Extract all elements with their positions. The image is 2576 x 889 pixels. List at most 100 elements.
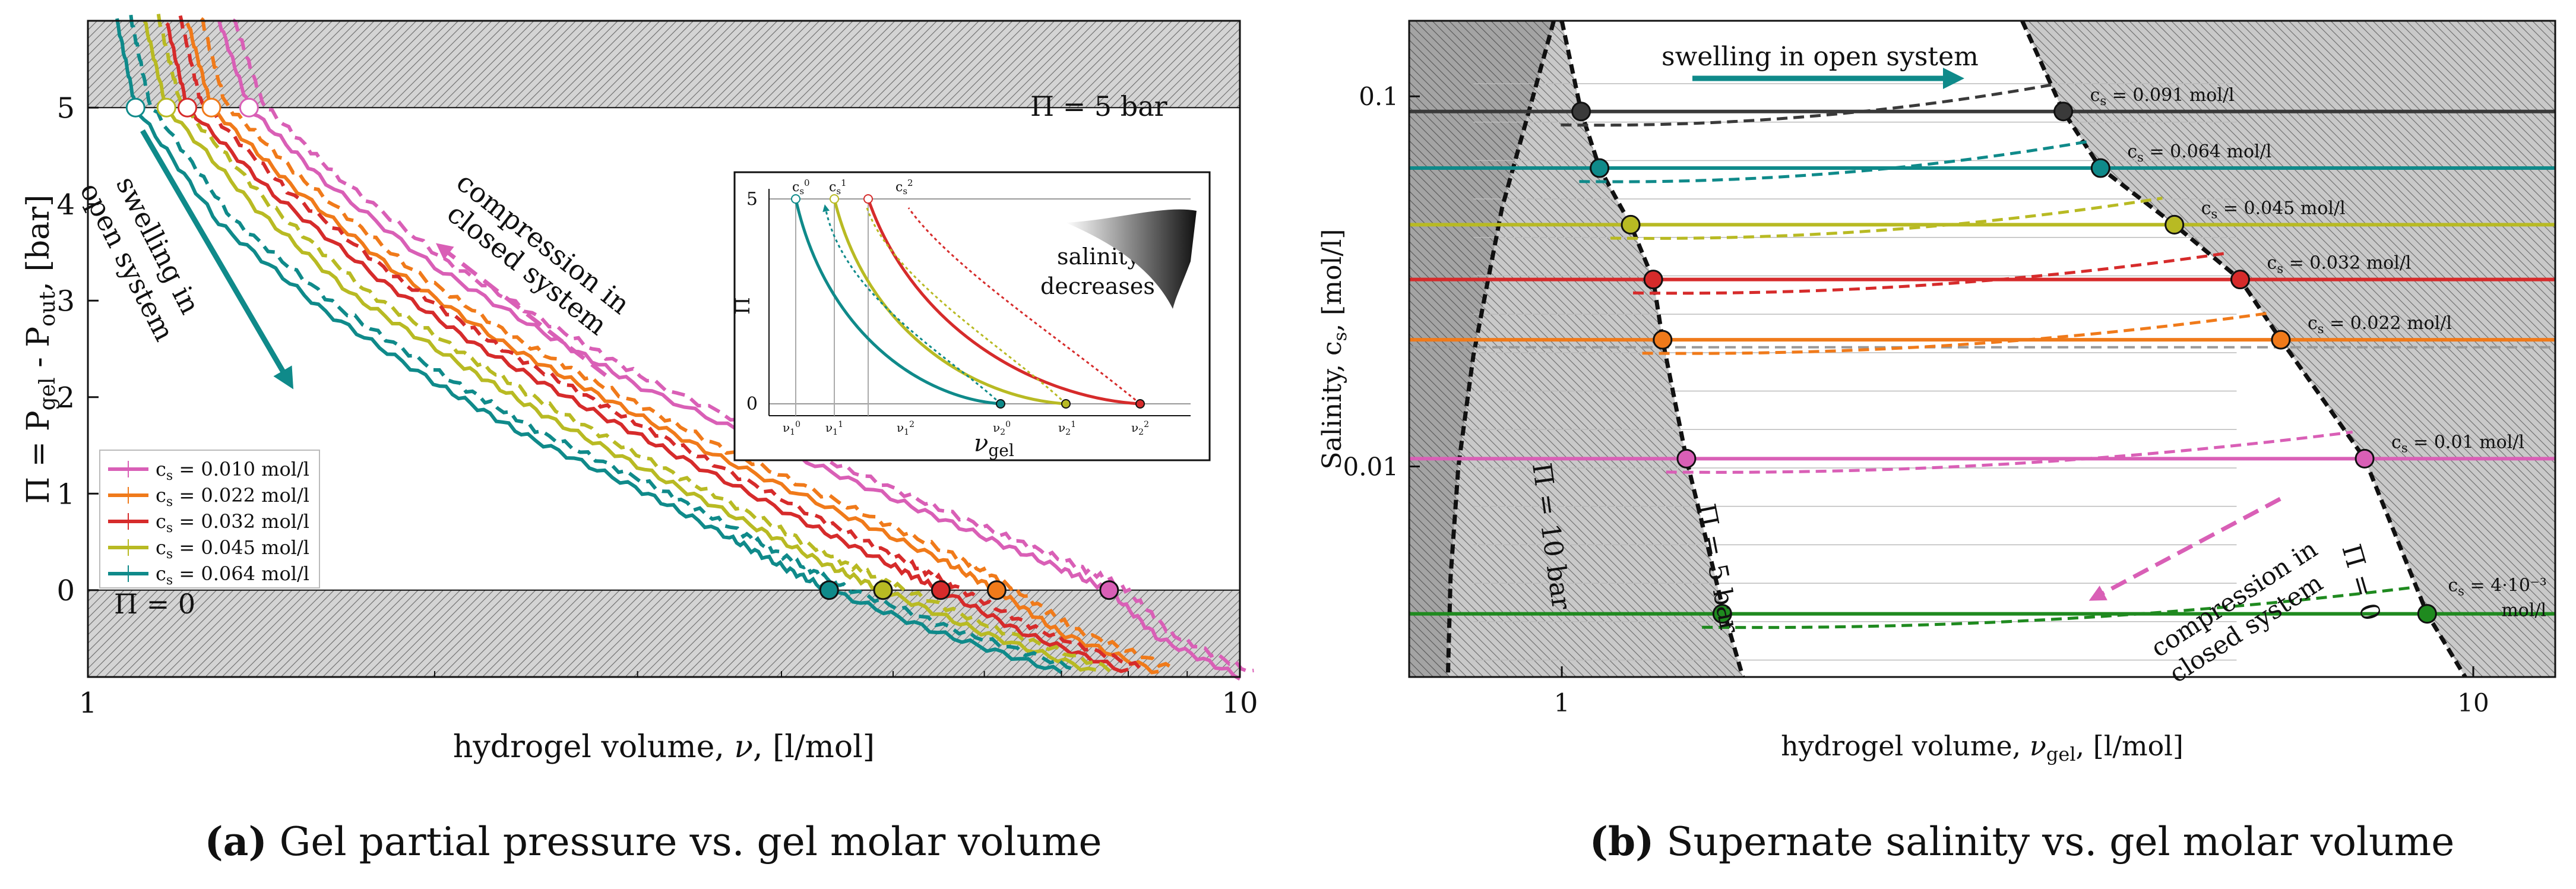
panel-a-marker-0-2 (931, 580, 951, 600)
panel-b-gridlines (1409, 83, 2555, 661)
panel-a-legend-entry-3: cs = 0.045 mol/l (156, 536, 309, 562)
panel-b-marker-0-6 (2417, 604, 2437, 624)
panel-a-frame (87, 20, 1241, 678)
panel-b-series-label-unit: mol/l (2501, 600, 2546, 621)
panel-a-marker-5bar-1 (201, 97, 221, 118)
panel-a-legend-entry-1: cs = 0.022 mol/l (156, 484, 309, 510)
panel-a-ytick-label: 0 (56, 574, 75, 608)
panel-b-dashed-paths (1561, 83, 2416, 629)
panel-b-frame (1408, 20, 2556, 678)
panel-a-series-solid-1 (185, 23, 1159, 675)
panel-a-ticks: 0 1 2 3 4 5 1 10 (56, 91, 1258, 720)
panel-a-series-dashed-0 (232, 18, 1254, 673)
panel-a-legend-entry-4: cs = 0.064 mol/l (156, 562, 309, 588)
panel-a-legend-entry-0: cs = 0.010 mol/l (156, 458, 309, 483)
panel-a-marker-5bar-2 (178, 97, 198, 118)
panel-b-marker-5bar-6 (1712, 604, 1732, 624)
panel-b-marker-0-5 (2355, 448, 2375, 469)
panel-a-ytick-label: 5 (56, 91, 75, 125)
panel-a-marker-0-1 (986, 580, 1007, 600)
panel-a-hatch-1 (88, 590, 1240, 677)
panel-a-xlabel: hydrogel volume, ν, [l/mol] (453, 729, 875, 765)
panel-b-series-labels: cs = 0.091 mol/l cs = 0.064 mol/l cs = 0.0… (2090, 85, 2547, 621)
panel-b-dashed-path-3 (1632, 251, 2229, 295)
panel-b-markers (1571, 102, 2437, 624)
panel-b-series-label-1: cs = 0.064 mol/l (2127, 141, 2271, 164)
panel-a-marker-5bar-4 (125, 97, 145, 118)
panel-a-marker-0-4 (819, 580, 839, 600)
inset-ytick-5: 5 (746, 189, 758, 210)
panel-a-series-dashed-3 (156, 14, 1111, 673)
panel-b-series-label-3: cs = 0.032 mol/l (2267, 253, 2412, 276)
panel-b-ytick-label: 0.1 (1359, 82, 1398, 111)
panel-a-marker-0-0 (1099, 580, 1119, 600)
panel-a-series-solid-3 (143, 20, 1097, 672)
inset-salinity-gradient-icon (1066, 209, 1197, 309)
panel-b-marker-5bar-1 (1590, 158, 1610, 178)
panel-b-marker-0-2 (2164, 214, 2185, 235)
panel-a-series (115, 14, 1254, 681)
panel-b-dashed-path-2 (1610, 197, 2163, 240)
panel-b-xlabel: hydrogel volume, νgel, [l/mol] (1781, 730, 2183, 765)
inset-ytick-0: 0 (746, 394, 758, 415)
panel-b-ytick-label: 0.01 (1343, 453, 1398, 482)
panel-a-xtick-label: 10 (1221, 686, 1258, 720)
panel-b-marker-0-0 (2053, 102, 2074, 122)
panel-a-hatch-0 (88, 21, 1240, 108)
panel-b-marker-5bar-2 (1621, 214, 1641, 235)
panel-a-xtick-label: 1 (79, 686, 97, 720)
panel-b-series-label-0: cs = 0.091 mol/l (2090, 85, 2235, 108)
inset-top-label-0: cs0 (792, 178, 810, 197)
panel-b-region-5-10bar (1448, 21, 1743, 677)
inset-top-label-1: cs1 (829, 178, 847, 197)
inset-salinity-label-2: decreases (1040, 273, 1155, 299)
panel-a-ytick-label: 4 (56, 188, 75, 222)
panel-a-series-solid-2 (165, 22, 1129, 673)
panel-a-marker-0-3 (873, 580, 893, 600)
panel-a-series-dashed-1 (200, 17, 1173, 670)
panel-b-xtick-label: 10 (2457, 688, 2489, 717)
panel-a-series-solid-4 (115, 18, 1063, 674)
panel-a-ytick-label: 3 (56, 284, 75, 318)
panel-b-region-above-10bar (1409, 21, 1554, 677)
panel-a-ytick-label: 2 (56, 381, 75, 415)
panel-b-boundary-0 (1445, 20, 1556, 678)
panel-b-series-label-4: cs = 0.022 mol/l (2308, 313, 2452, 336)
panel-a-legend-entry-2: cs = 0.032 mol/l (156, 510, 309, 536)
panel-a-inset: 5 0 Π νgel cs0 cs1 cs2 ν10 ν11 ν12 ν20 ν… (731, 171, 1211, 461)
panel-b-series-label-6: cs = 4·10⁻³ (2448, 575, 2546, 599)
panel-b-xtick-label: 1 (1554, 688, 1570, 717)
panel-b-ticks: 0.01 0.1 1 10 (1343, 82, 2489, 717)
panel-b-series-label-2: cs = 0.045 mol/l (2201, 198, 2346, 221)
panel-b-marker-0-4 (2271, 330, 2291, 350)
panel-b-dashed-path-6 (1702, 586, 2416, 629)
panel-b-dashed-path-4 (1642, 311, 2269, 355)
panel-b: 0.01 0.1 1 10 cs = 0.091 mol/l cs = 0.064 mo… (1317, 20, 2556, 765)
panel-a-marker-5bar-0 (239, 97, 259, 118)
panel-b-marker-0-1 (2090, 158, 2110, 178)
panel-b-series-label-5: cs = 0.01 mol/l (2391, 432, 2524, 455)
panel-a-series-dashed-2 (178, 15, 1144, 672)
panel-b-marker-5bar-3 (1643, 270, 1663, 290)
panel-a-ylabel: Π = Pgel - Pout, [bar] (21, 195, 60, 504)
panel-b-marker-5bar-5 (1676, 448, 1697, 469)
inset-top-label-2: cs2 (895, 178, 913, 197)
panel-b-marker-5bar-4 (1653, 330, 1673, 350)
inset-xlabel: νgel (974, 430, 1014, 460)
caption-b: (b) Supernate salinity vs. gel molar vol… (1590, 818, 2455, 865)
panel-b-dashed-path-5 (1666, 431, 2353, 474)
panel-b-dashed-path-0 (1561, 83, 2052, 127)
panel-b-marker-5bar-0 (1571, 102, 1591, 122)
panel-a: 0 1 2 3 4 5 1 10 Π = 5 bar Π = 0 hydrogel volum… (21, 14, 1258, 765)
panel-a-marker-5bar-3 (156, 97, 176, 118)
panel-b-ylabel: Salinity, cs, [mol/l] (1317, 229, 1351, 469)
panel-a-series-dashed-4 (129, 14, 1076, 671)
panel-a-ytick-label: 1 (56, 477, 75, 511)
svg-text:swelling in open system: swelling in open system (1662, 42, 1979, 72)
panel-a-region-top-label: Π = 5 bar (1030, 90, 1167, 122)
panel-a-legend: cs = 0.010 mol/lcs = 0.022 mol/lcs = 0.0… (99, 450, 320, 589)
inset-ylabel: Π (731, 297, 755, 315)
panel-a-region-bottom-label: Π = 0 (114, 588, 195, 620)
panel-b-swelling-annotation: swelling in open system (1662, 42, 1979, 89)
